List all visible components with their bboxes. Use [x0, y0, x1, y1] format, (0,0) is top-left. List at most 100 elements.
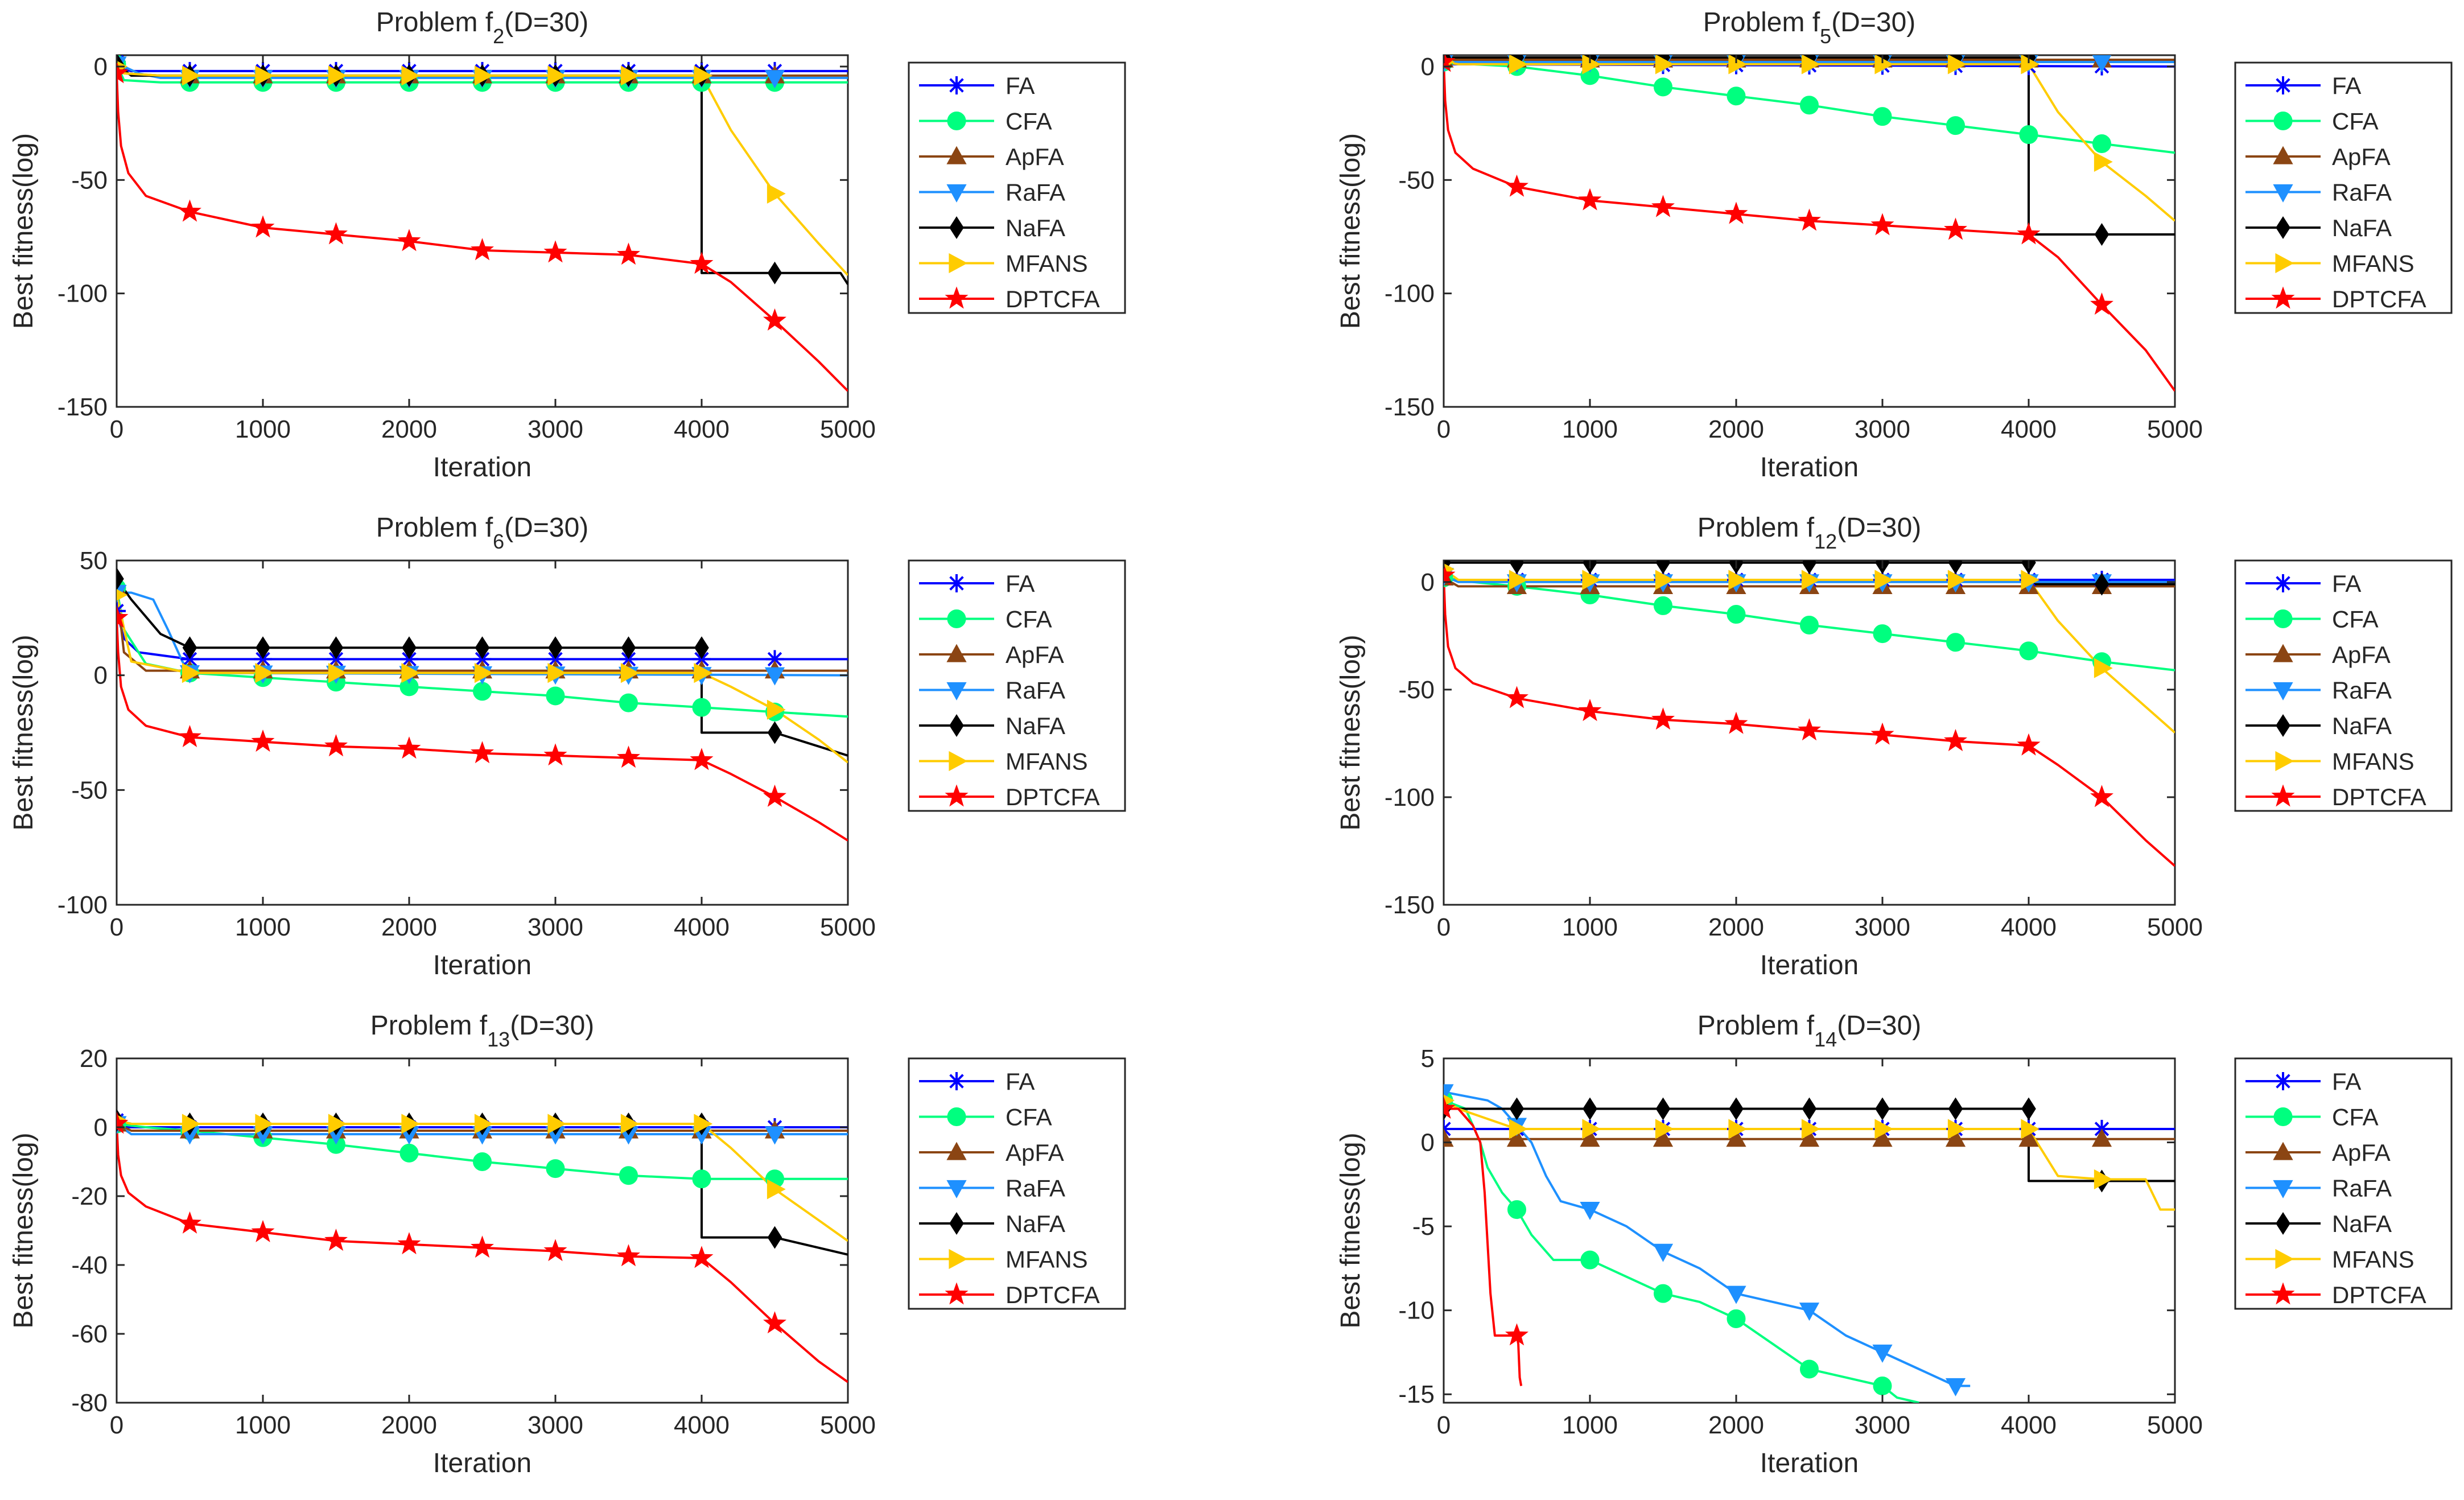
marker-cfa — [1580, 1250, 1600, 1270]
chart-title: Problem f13(D=30) — [370, 1011, 595, 1051]
y-tick-label: 0 — [1421, 53, 1435, 81]
legend-label-cfa: CFA — [2332, 108, 2379, 135]
title-prefix: Problem f — [376, 513, 493, 543]
legend-label-nafa: NaFA — [1006, 1210, 1065, 1237]
marker-nafa — [767, 1226, 782, 1249]
x-tick-label: 0 — [110, 415, 123, 443]
chart-title: Problem f2(D=30) — [376, 7, 589, 48]
marker-nafa — [402, 636, 417, 660]
series-group — [117, 567, 848, 842]
series-line-dptcfa — [1444, 1107, 1523, 1386]
marker-apfa — [1653, 1128, 1674, 1147]
y-tick-label: 20 — [80, 1045, 108, 1073]
y-tick-label: -50 — [71, 166, 108, 194]
marker-apfa — [1799, 1128, 1820, 1147]
marker-dptcfa — [617, 745, 640, 768]
legend-marker-cfa — [947, 1107, 966, 1126]
marker-mfans — [117, 589, 128, 601]
marker-dptcfa — [1505, 1323, 1528, 1346]
legend-marker-fa — [947, 1072, 966, 1090]
legend-marker-apfa — [946, 1142, 967, 1160]
x-tick-label: 5000 — [2147, 1411, 2203, 1439]
marker-apfa — [1726, 1128, 1746, 1147]
marker-dptcfa — [1444, 563, 1456, 586]
marker-cfa — [473, 682, 492, 701]
legend-marker-apfa — [946, 146, 967, 164]
legend-marker-mfans — [2275, 751, 2294, 772]
x-tick-label: 2000 — [381, 415, 437, 443]
marker-nafa — [1948, 1097, 1963, 1120]
x-tick-label: 3000 — [1855, 913, 1910, 941]
marker-mfans — [1801, 1119, 1820, 1139]
x-tick-label: 0 — [1437, 1411, 1451, 1439]
title-prefix: Problem f — [376, 7, 493, 38]
marker-dptcfa — [397, 229, 421, 252]
legend-label-mfans: MFANS — [1006, 748, 1088, 775]
series-line-nafa — [117, 578, 848, 757]
legend-label-mfans: MFANS — [2332, 1246, 2414, 1273]
legend-marker-fa — [2274, 76, 2292, 94]
marker-dptcfa — [617, 1244, 640, 1267]
y-axis-label: Best fitness(log) — [1336, 634, 1366, 830]
legend-marker-rafa — [946, 1180, 967, 1198]
x-tick-label: 0 — [1437, 913, 1451, 941]
legend-label-mfans: MFANS — [2332, 250, 2414, 277]
marker-nafa — [328, 636, 344, 660]
legend-marker-rafa — [2273, 1180, 2293, 1198]
legend-box — [908, 61, 1126, 314]
series-line-mfans — [1444, 61, 2175, 222]
x-tick-label: 4000 — [674, 415, 730, 443]
marker-dptcfa — [471, 238, 494, 261]
x-tick-label: 3000 — [1855, 415, 1910, 443]
legend-box — [2234, 61, 2453, 314]
y-tick-label: -20 — [71, 1182, 108, 1210]
marker-dptcfa — [178, 199, 201, 222]
legend-marker-dptcfa — [2271, 1282, 2295, 1305]
marker-dptcfa — [690, 1246, 714, 1268]
marker-mfans — [401, 1114, 421, 1134]
marker-mfans — [1874, 1119, 1894, 1139]
legend-label-nafa: NaFA — [2332, 215, 2392, 241]
marker-nafa — [767, 721, 782, 744]
x-tick-label: 1000 — [235, 913, 291, 941]
x-tick-label: 2000 — [1708, 1411, 1764, 1439]
marker-mfans — [1509, 1119, 1528, 1139]
legend-label-apfa: ApFA — [2332, 143, 2391, 170]
marker-mfans — [182, 663, 201, 683]
marker-mfans — [2021, 55, 2040, 75]
legend-label-dptcfa: DPTCFA — [2332, 1281, 2426, 1308]
marker-dptcfa — [1651, 707, 1675, 730]
marker-cfa — [473, 1152, 492, 1171]
marker-mfans — [1509, 55, 1528, 75]
x-tick-label: 4000 — [2001, 415, 2057, 443]
title-suffix: (D=30) — [504, 7, 588, 38]
y-tick-label: 0 — [1421, 568, 1435, 596]
x-tick-label: 2000 — [381, 1411, 437, 1439]
marker-mfans — [1874, 55, 1894, 75]
legend-marker-rafa — [2273, 184, 2293, 203]
marker-mfans — [767, 183, 786, 204]
marker-mfans — [694, 663, 713, 683]
x-tick-label: 4000 — [674, 913, 730, 941]
marker-mfans — [1947, 1119, 1967, 1139]
marker-cfa — [399, 1143, 419, 1163]
marker-rafa — [1580, 1202, 1600, 1221]
marker-mfans — [328, 65, 347, 86]
legend-label-nafa: NaFA — [2332, 712, 2392, 739]
x-tick-label: 1000 — [1562, 415, 1618, 443]
legend-marker-apfa — [2273, 644, 2293, 662]
series-line-mfans — [117, 595, 848, 764]
marker-dptcfa — [397, 1232, 421, 1255]
marker-mfans — [2094, 151, 2113, 172]
marker-rafa — [1799, 1303, 1820, 1321]
legend-marker-cfa — [2273, 1107, 2293, 1126]
legend-box — [2234, 1057, 2453, 1310]
plot-area — [116, 54, 849, 408]
x-axis-label: Iteration — [1760, 452, 1859, 483]
legend-label-dptcfa: DPTCFA — [1006, 1281, 1100, 1308]
marker-cfa — [1654, 596, 1672, 615]
marker-nafa — [256, 636, 270, 660]
marker-mfans — [547, 65, 567, 86]
legend-label-cfa: CFA — [2332, 606, 2379, 633]
marker-nafa — [694, 636, 709, 660]
